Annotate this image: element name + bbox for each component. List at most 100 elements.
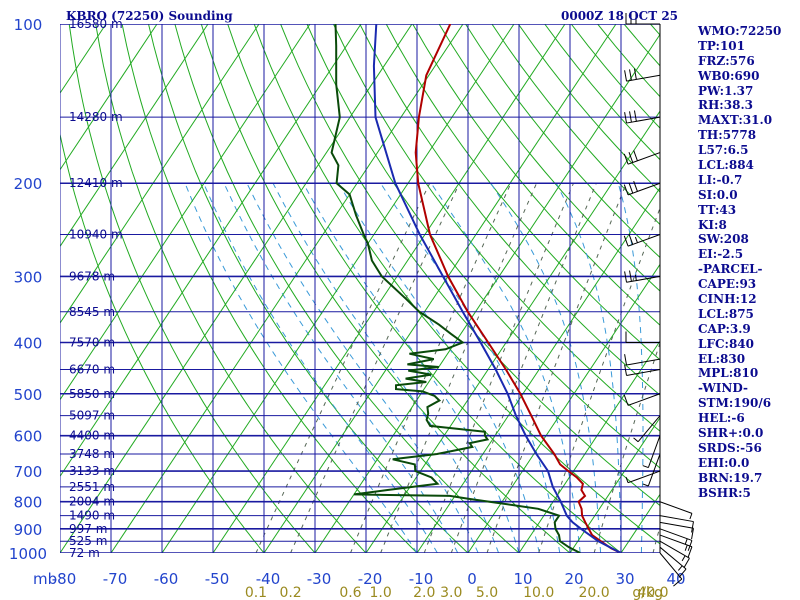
mixing-ratio-label: 20.0 xyxy=(578,585,609,600)
height-label: 9678 m xyxy=(69,269,115,283)
isotherm xyxy=(518,340,660,553)
height-label: 12410 m xyxy=(69,176,123,190)
barb-half-flag xyxy=(634,274,637,281)
moist-adiabat xyxy=(246,182,479,553)
isotherm xyxy=(0,24,4,553)
height-label: 7570 m xyxy=(69,335,115,349)
barb-staff xyxy=(627,393,661,406)
barb-staff xyxy=(626,369,661,376)
index-item: EI:-2.5 xyxy=(698,247,744,262)
index-item: RH:38.3 xyxy=(698,98,753,113)
temperature-tick-label: 20 xyxy=(564,570,583,588)
dry-adiabat xyxy=(253,24,660,545)
wind-barb xyxy=(624,364,661,376)
mixing-ratio-label: 5.0 xyxy=(476,585,498,600)
barb-half-flag xyxy=(677,565,683,571)
height-label: 997 m xyxy=(69,522,107,536)
index-item: WB0:690 xyxy=(698,68,760,83)
height-label: 4400 m xyxy=(69,429,115,443)
wind-barb xyxy=(623,180,661,196)
barb-flag xyxy=(633,150,638,161)
barb-flag xyxy=(691,521,694,533)
barb-staff xyxy=(627,152,661,165)
index-item: PW:1.37 xyxy=(698,83,754,98)
index-item: FRZ:576 xyxy=(698,53,755,68)
dry-adiabat xyxy=(148,24,469,553)
barb-staff xyxy=(626,116,661,124)
height-label: 5097 m xyxy=(69,409,115,423)
dry-adiabat xyxy=(306,24,660,469)
barb-staff xyxy=(627,470,661,484)
wind-barb xyxy=(642,435,661,469)
wind-barb xyxy=(624,110,661,124)
index-item: EHI:0.0 xyxy=(698,455,750,470)
pressure-tick-label: 900 xyxy=(14,521,43,539)
pressure-tick-label: 600 xyxy=(14,428,43,446)
barb-flag xyxy=(628,233,634,245)
temperature-tick-label: -20 xyxy=(358,570,383,588)
dry-adiabat xyxy=(385,24,660,361)
barb-half-flag xyxy=(633,437,639,443)
barb-half-flag xyxy=(642,465,649,469)
wind-barb xyxy=(624,270,661,283)
pressure-tick-label: 300 xyxy=(14,268,43,286)
wind-barbs xyxy=(623,13,694,587)
wind-barb xyxy=(633,415,661,443)
barb-flag xyxy=(691,528,694,540)
isotherm xyxy=(467,263,660,553)
barb-flag xyxy=(623,184,629,196)
mixing-ratio-line xyxy=(450,183,597,553)
mixing-ratio-labels: 0.1 0.2 0.6 1.0 2.0 3.0 5.0 10.0 20.0 40.0g/kg xyxy=(245,585,669,600)
barb-staff xyxy=(659,546,687,570)
barb-staff xyxy=(659,521,694,529)
dry-adiabat xyxy=(438,24,660,292)
barb-staff xyxy=(626,358,661,366)
wind-barb xyxy=(625,331,660,343)
temperature-tick-label: 0 xyxy=(467,570,477,588)
dry-adiabat xyxy=(60,131,265,553)
index-item: BRN:19.7 xyxy=(698,470,763,485)
vertical-gridlines xyxy=(60,24,622,553)
isotherm xyxy=(161,24,515,553)
index-item: CAP:3.9 xyxy=(698,321,751,336)
isotherm xyxy=(416,186,660,553)
barb-staff xyxy=(659,501,693,514)
index-item: STM:190/6 xyxy=(698,396,772,411)
barb-flag xyxy=(673,578,683,587)
barb-staff xyxy=(647,435,661,468)
wind-barb xyxy=(625,470,661,484)
barb-staff xyxy=(659,515,694,523)
dry-adiabat xyxy=(227,24,622,553)
isotherm xyxy=(263,24,617,553)
mixing-ratio-label: 3.0 xyxy=(440,585,462,600)
sounding-line-1 xyxy=(330,24,581,553)
sounding-line-0 xyxy=(414,24,622,553)
height-label: 525 m xyxy=(69,534,107,548)
barb-half-flag xyxy=(625,476,629,483)
isotherm xyxy=(60,24,311,401)
temperature-tick-label: -60 xyxy=(154,570,179,588)
index-item: LCL:884 xyxy=(698,158,754,173)
isotherm xyxy=(60,24,209,248)
moist-adiabat xyxy=(430,182,581,553)
temperature-tick-label: -10 xyxy=(409,570,434,588)
pressure-tick-label: 400 xyxy=(14,334,43,352)
pressure-tick-label: 200 xyxy=(14,175,43,193)
height-label: 1490 m xyxy=(69,509,115,523)
index-item: KI:8 xyxy=(698,217,727,232)
wind-barb xyxy=(623,150,661,165)
barb-staff xyxy=(659,540,690,559)
mixing-ratio-label: 40.0 xyxy=(637,585,668,600)
mixing-ratio-label: 1.0 xyxy=(370,585,392,600)
sounding-profiles xyxy=(330,24,622,553)
barb-half-flag xyxy=(684,544,688,551)
barb-flag xyxy=(623,153,629,165)
pressure-tick-label: 500 xyxy=(14,386,43,404)
height-label: 3133 m xyxy=(69,464,115,478)
barb-flag xyxy=(629,111,632,123)
height-label: 8545 m xyxy=(69,305,115,319)
pressure-tick-label: 1000 xyxy=(9,545,47,563)
y-unit-label: mb xyxy=(33,570,57,588)
